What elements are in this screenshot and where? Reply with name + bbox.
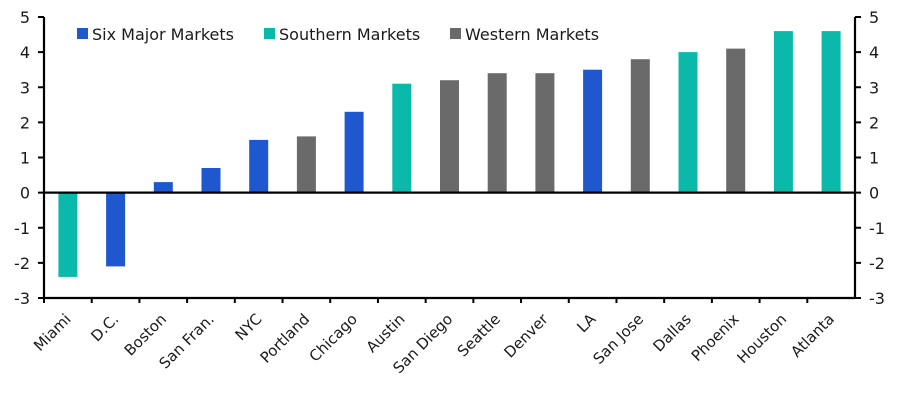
y-tick-label-right: -2	[869, 254, 885, 273]
legend-swatch	[77, 28, 88, 39]
y-tick-label-left: 2	[20, 113, 30, 132]
y-tick-label-right: 5	[869, 8, 879, 27]
bar-miami	[58, 192, 78, 277]
x-tick-label: NYC	[232, 310, 266, 344]
y-tick-label-right: -1	[869, 219, 885, 238]
x-tick-label: Denver	[500, 310, 552, 362]
bar-houston	[773, 31, 793, 193]
legend-label: Western Markets	[465, 25, 599, 44]
bar-d-c	[106, 192, 126, 267]
axes-layer: -3 -3 -2 -2 -1 -1 0 0 1 1 2 2 3 3 4 4 5 5	[14, 8, 885, 308]
legend-label: Six Major Markets	[92, 25, 234, 44]
y-tick-label-left: -2	[14, 254, 30, 273]
x-tick-label: Phoenix	[688, 310, 743, 365]
y-tick-label-right: -3	[869, 289, 885, 308]
bar-nyc	[249, 139, 269, 193]
y-tick-label-left: 1	[20, 149, 30, 168]
x-tick-label: Miami	[30, 310, 75, 355]
bar-dallas	[678, 52, 698, 193]
legend-label: Southern Markets	[279, 25, 420, 44]
bar-san-diego	[440, 80, 459, 193]
y-tick-label-left: -1	[14, 219, 30, 238]
bar-san-fran	[201, 168, 221, 193]
legend-swatch	[450, 28, 461, 39]
x-tick-label: D.C.	[87, 310, 122, 345]
x-tick-label: Portland	[257, 310, 314, 367]
legend-swatch	[264, 28, 275, 39]
x-tick-label: San Jose	[589, 310, 647, 368]
bar-seattle	[487, 73, 507, 193]
y-tick-label-right: 2	[869, 113, 879, 132]
y-tick-label-right: 3	[869, 78, 879, 97]
y-tick-label-left: 4	[20, 43, 30, 62]
x-tick-label: Houston	[733, 310, 790, 367]
y-tick-label-left: 3	[20, 78, 30, 97]
bar-denver	[535, 73, 555, 193]
bar-la	[583, 69, 603, 193]
x-tick-label: Atlanta	[787, 310, 838, 361]
bar-chicago	[344, 111, 364, 193]
bars-layer	[58, 31, 841, 277]
x-tick-label: Dallas	[650, 310, 695, 355]
y-tick-label-right: 4	[869, 43, 879, 62]
x-tick-label: Chicago	[306, 310, 361, 365]
x-tick-label: Austin	[363, 310, 409, 356]
bar-austin	[392, 83, 412, 193]
bar-phoenix	[726, 48, 746, 193]
bar-atlanta	[821, 31, 841, 193]
y-tick-label-left: 0	[20, 184, 30, 203]
y-tick-label-right: 1	[869, 149, 879, 168]
y-tick-label-right: 0	[869, 184, 879, 203]
y-tick-label-left: -3	[14, 289, 30, 308]
bar-portland	[296, 136, 316, 193]
y-tick-label-left: 5	[20, 8, 30, 27]
x-tick-label: Seattle	[454, 310, 504, 360]
legend: Six Major Markets Southern Markets Western…	[77, 25, 599, 44]
bar-san-jose	[630, 59, 650, 193]
bar-boston	[153, 182, 173, 193]
x-tick-label: LA	[573, 310, 600, 337]
